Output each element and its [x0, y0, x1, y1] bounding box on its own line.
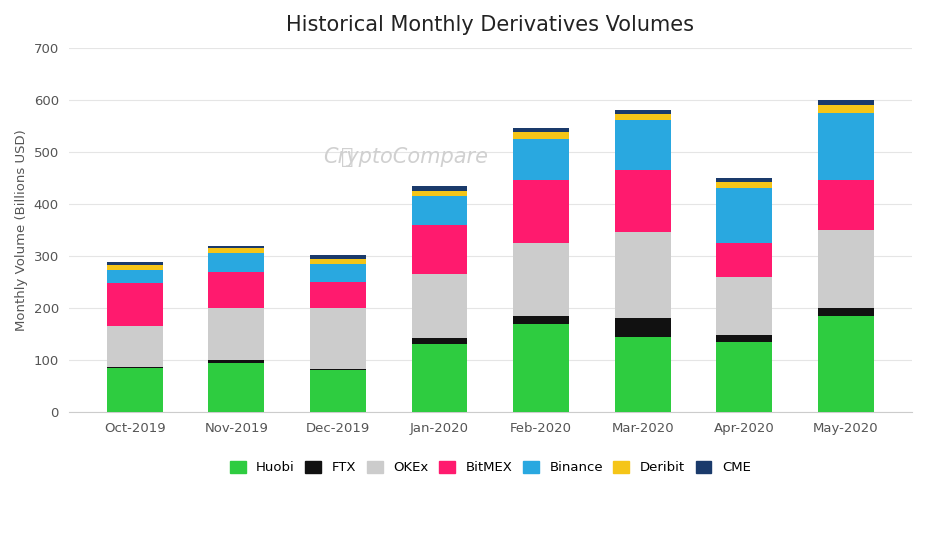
Bar — [818, 113, 873, 180]
Bar — [717, 182, 772, 188]
Bar — [209, 246, 264, 248]
Bar — [717, 335, 772, 342]
Bar — [514, 139, 569, 180]
Bar — [310, 264, 366, 282]
Text: CryptoCompare: CryptoCompare — [324, 147, 489, 167]
Bar — [209, 253, 264, 272]
Bar — [107, 283, 163, 326]
Bar — [209, 308, 264, 360]
Y-axis label: Monthly Volume (Billions USD): Monthly Volume (Billions USD) — [15, 129, 28, 331]
Bar — [310, 370, 366, 412]
Bar — [514, 180, 569, 243]
Bar — [209, 272, 264, 308]
Bar — [107, 262, 163, 265]
Bar — [717, 188, 772, 243]
Bar — [615, 119, 670, 170]
Bar — [412, 225, 467, 274]
Text: ⓘ: ⓘ — [340, 147, 353, 167]
Bar — [514, 128, 569, 132]
Bar — [310, 255, 366, 258]
Bar — [107, 326, 163, 367]
Bar — [818, 308, 873, 316]
Bar — [412, 186, 467, 191]
Title: Historical Monthly Derivatives Volumes: Historical Monthly Derivatives Volumes — [286, 15, 694, 35]
Bar — [615, 337, 670, 412]
Bar — [310, 369, 366, 370]
Legend: Huobi, FTX, OKEx, BitMEX, Binance, Deribit, CME: Huobi, FTX, OKEx, BitMEX, Binance, Derib… — [226, 457, 755, 478]
Bar — [818, 230, 873, 308]
Bar — [615, 318, 670, 337]
Bar — [717, 243, 772, 277]
Bar — [107, 265, 163, 270]
Bar — [310, 282, 366, 308]
Bar — [107, 368, 163, 412]
Bar — [717, 342, 772, 412]
Bar — [818, 100, 873, 105]
Bar — [209, 363, 264, 412]
Bar — [717, 277, 772, 335]
Bar — [615, 170, 670, 233]
Bar — [514, 324, 569, 412]
Bar — [717, 178, 772, 182]
Bar — [310, 308, 366, 369]
Bar — [209, 360, 264, 363]
Bar — [107, 367, 163, 368]
Bar — [412, 338, 467, 345]
Bar — [107, 270, 163, 283]
Bar — [209, 248, 264, 253]
Bar — [514, 243, 569, 316]
Bar — [514, 316, 569, 324]
Bar — [615, 110, 670, 114]
Bar — [412, 345, 467, 412]
Bar — [818, 180, 873, 230]
Bar — [615, 233, 670, 318]
Bar — [615, 114, 670, 119]
Bar — [412, 196, 467, 225]
Bar — [818, 105, 873, 113]
Bar — [514, 132, 569, 139]
Bar — [412, 274, 467, 338]
Bar — [818, 316, 873, 412]
Bar — [412, 191, 467, 196]
Bar — [310, 258, 366, 264]
